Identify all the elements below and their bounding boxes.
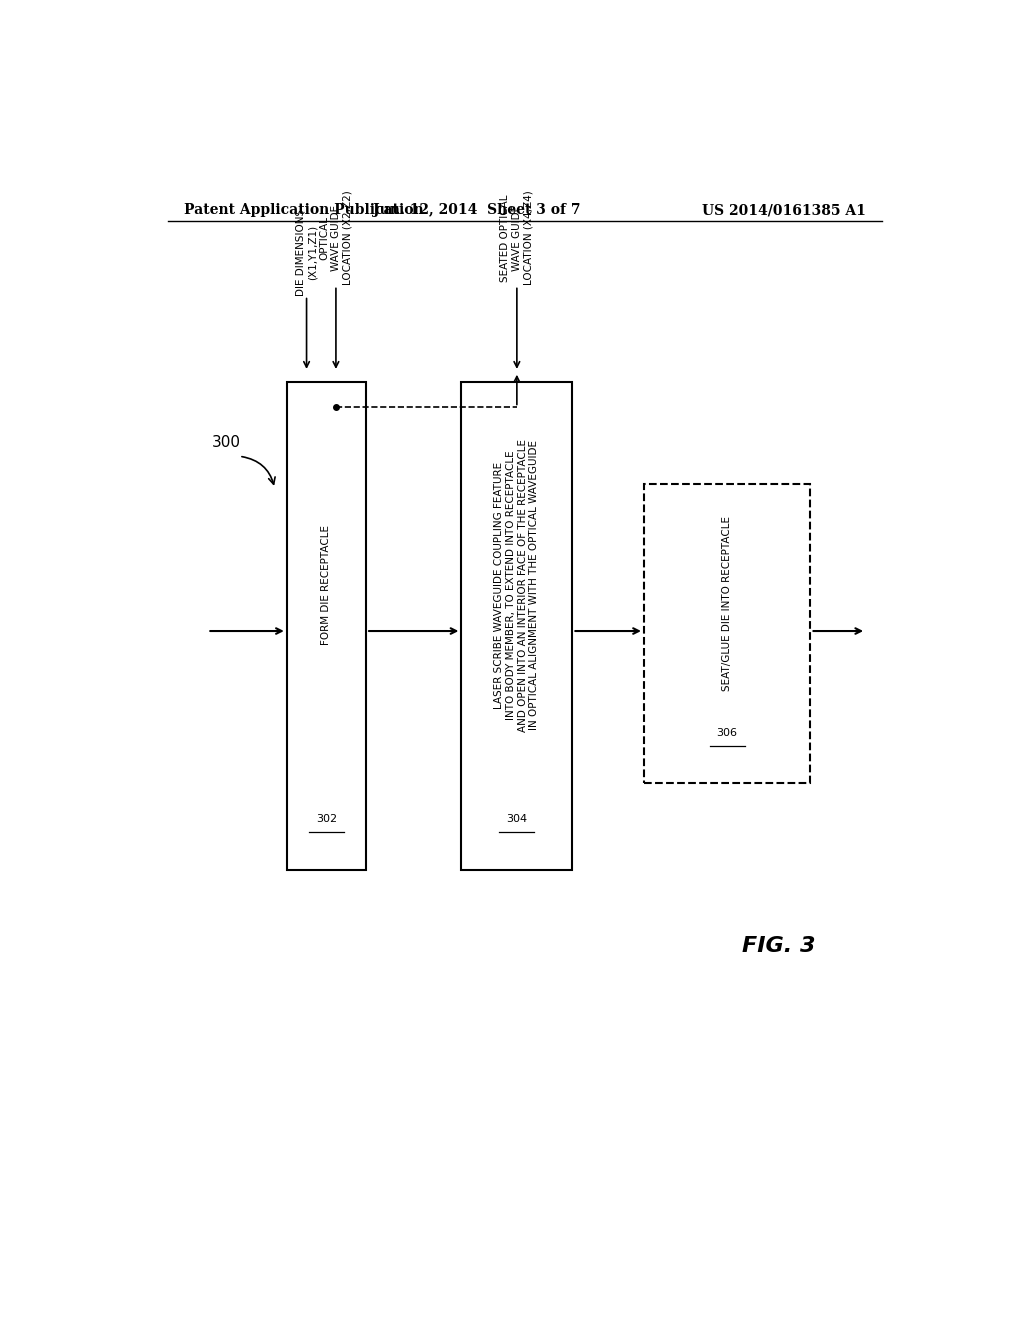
- Text: 306: 306: [717, 727, 737, 738]
- Text: 304: 304: [506, 814, 527, 824]
- Text: DIE DIMENSIONS
(X1,Y1,Z1): DIE DIMENSIONS (X1,Y1,Z1): [296, 209, 317, 296]
- Text: FORM DIE RECEPTACLE: FORM DIE RECEPTACLE: [322, 525, 332, 645]
- Text: Patent Application Publication: Patent Application Publication: [183, 203, 423, 216]
- Text: SEAT/GLUE DIE INTO RECEPTACLE: SEAT/GLUE DIE INTO RECEPTACLE: [722, 516, 732, 690]
- Text: 302: 302: [315, 814, 337, 824]
- Text: SEATED OPTICAL
WAVE GUIDE
LOCATION (X4,Z4): SEATED OPTICAL WAVE GUIDE LOCATION (X4,Z…: [501, 190, 534, 285]
- Text: OPTICAL
WAVE GUIDE
LOCATION (X2,Z2): OPTICAL WAVE GUIDE LOCATION (X2,Z2): [319, 190, 352, 285]
- Bar: [287, 381, 367, 870]
- FancyArrowPatch shape: [242, 457, 275, 484]
- Text: FIG. 3: FIG. 3: [742, 936, 815, 956]
- Text: 300: 300: [211, 436, 241, 450]
- Text: US 2014/0161385 A1: US 2014/0161385 A1: [702, 203, 866, 216]
- Text: LASER SCRIBE WAVEGUIDE COUPLING FEATURE
INTO BODY MEMBER, TO EXTEND INTO RECEPTA: LASER SCRIBE WAVEGUIDE COUPLING FEATURE …: [495, 438, 540, 731]
- Text: Jun. 12, 2014  Sheet 3 of 7: Jun. 12, 2014 Sheet 3 of 7: [374, 203, 581, 216]
- Bar: [644, 483, 811, 784]
- Bar: [461, 381, 572, 870]
